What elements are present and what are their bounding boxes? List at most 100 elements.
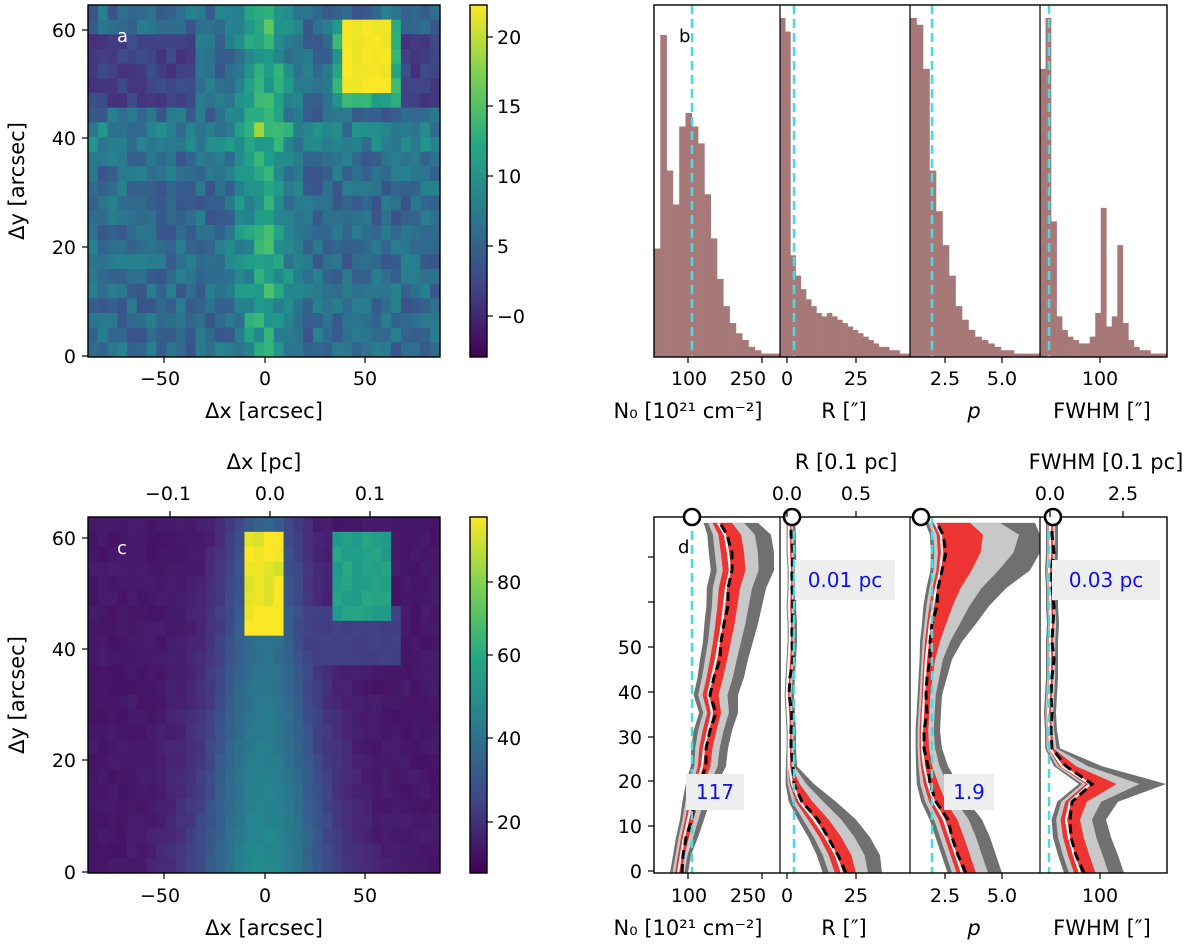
histogram-bar	[1095, 312, 1102, 357]
heatmap-c-cell	[430, 858, 441, 874]
heatmap-a-cell	[381, 239, 392, 255]
heatmap-a-cell	[381, 34, 392, 50]
heatmap-c-cell	[342, 754, 353, 770]
heatmap-c-cell	[136, 784, 148, 800]
heatmap-a-cell	[146, 181, 157, 197]
heatmap-c-cell	[244, 650, 255, 666]
heatmap-c-cell	[215, 798, 226, 815]
heatmap-c-cell	[97, 754, 108, 770]
heatmap-a-cell	[215, 269, 226, 285]
heatmap-c-cell	[88, 843, 99, 859]
heatmap-a-cell	[166, 313, 177, 329]
heatmap-a-cell	[264, 283, 275, 299]
heatmap-c-cell	[244, 739, 255, 755]
heatmap-c-cell	[234, 843, 245, 859]
heatmap-a-cell	[195, 181, 206, 197]
heatmap-a-cell	[342, 151, 353, 167]
heatmap-a-cell	[293, 63, 304, 79]
histogram-bar	[821, 316, 828, 357]
heatmap-a-cell	[224, 327, 236, 343]
heatmap-c-cell	[293, 843, 304, 859]
heatmap-a-cell	[312, 137, 324, 153]
heatmap-c-cell	[420, 724, 431, 740]
heatmap-c-cell	[234, 813, 245, 829]
heatmap-c-cell	[400, 695, 412, 711]
heatmap-a-cell	[224, 166, 236, 182]
heatmap-a-cell	[342, 137, 353, 153]
heatmap-c-cell	[303, 606, 314, 622]
heatmap-c-cell	[264, 695, 275, 711]
heatmap-a-cell	[127, 151, 138, 167]
heatmap-c-cell	[205, 858, 216, 874]
heatmap-a-cell	[303, 122, 314, 138]
panel-d-xtick: 100	[671, 885, 707, 907]
heatmap-a-cell	[244, 327, 255, 343]
heatmap-c-cell	[430, 843, 441, 859]
heatmap-c-cell	[332, 680, 343, 696]
heatmap-c-cell	[234, 620, 245, 637]
heatmap-c-cell	[420, 828, 431, 844]
heatmap-a-cell	[205, 239, 216, 255]
heatmap-a-cell	[420, 313, 431, 329]
heatmap-c-cell	[312, 784, 324, 800]
heatmap-c-cell	[156, 650, 167, 666]
heatmap-c-cell	[283, 576, 294, 592]
panel-c: c 0 20 40 60 −50 0 50 −0.1 0.0 0.1 Δx [p…	[5, 450, 521, 940]
heatmap-c-cell	[88, 591, 99, 607]
heatmap-c-cell	[400, 517, 412, 533]
heatmap-a-cell	[322, 151, 333, 167]
heatmap-a-cell	[195, 313, 206, 329]
heatmap-c-cell	[166, 591, 177, 607]
heatmap-a-cell	[303, 93, 314, 109]
heatmap-c-cell	[361, 591, 372, 607]
histogram-bar	[735, 333, 743, 357]
heatmap-c-cell	[273, 798, 284, 815]
heatmap-c-cell	[293, 546, 304, 562]
heatmap-c-cell	[352, 709, 363, 726]
heatmap-c-cell	[195, 813, 206, 829]
heatmap-c-cell	[146, 724, 157, 740]
heatmap-a-cell	[312, 49, 324, 65]
heatmap-a-cell	[166, 327, 177, 343]
heatmap-c-cell	[195, 739, 206, 755]
heatmap-c-cell	[215, 606, 226, 622]
heatmap-c-cell	[430, 576, 441, 592]
heatmap-c-cell	[430, 828, 441, 844]
heatmap-c-cell	[381, 517, 392, 533]
heatmap-c-cell	[342, 709, 353, 726]
heatmap-c-cell	[127, 591, 138, 607]
heatmap-c-cell	[273, 620, 284, 637]
heatmap-c-cell	[205, 650, 216, 666]
heatmap-a-cell	[224, 254, 236, 270]
heatmap-c-cell	[430, 709, 441, 726]
heatmap-a-cell	[322, 137, 333, 153]
heatmap-c-cell	[224, 754, 236, 770]
heatmap-a-cell	[156, 34, 167, 50]
heatmap-a-cell	[273, 313, 284, 329]
heatmap-a-cell	[322, 166, 333, 182]
heatmap-c-cell	[391, 754, 402, 770]
histogram-bar	[729, 323, 737, 357]
heatmap-a-cell	[322, 254, 333, 270]
heatmap-c-cell	[381, 591, 392, 607]
histogram-bar	[1014, 353, 1021, 357]
heatmap-c-cell	[127, 576, 138, 592]
heatmap-c-cell	[224, 591, 236, 607]
heatmap-a-cell	[136, 5, 148, 21]
heatmap-a-cell	[117, 313, 128, 329]
heatmap-a-cell	[107, 122, 118, 138]
heatmap-c-cell	[176, 650, 187, 666]
heatmap-a-cell	[400, 181, 412, 197]
annotation-p: 1.9	[953, 780, 985, 804]
colorbar-a-tick: 10	[497, 166, 521, 188]
heatmap-c-cell	[166, 695, 177, 711]
heatmap-a-cell	[127, 283, 138, 299]
heatmap-a-cell	[303, 19, 314, 35]
heatmap-c-cell	[312, 665, 324, 681]
heatmap-a-cell	[361, 225, 372, 241]
histogram-bar	[691, 126, 699, 357]
heatmap-c-cell	[293, 650, 304, 666]
panel-c-ytick: 40	[52, 639, 76, 661]
heatmap-a-cell	[205, 313, 216, 329]
heatmap-a-cell	[352, 269, 363, 285]
